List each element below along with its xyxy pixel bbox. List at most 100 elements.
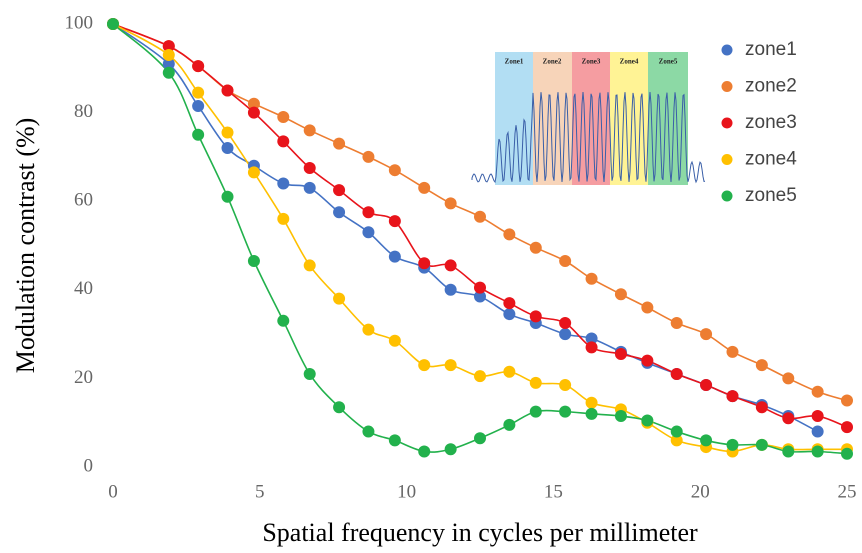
point bbox=[474, 282, 486, 294]
point bbox=[333, 206, 345, 218]
point bbox=[756, 359, 768, 371]
x-tick-label: 5 bbox=[255, 481, 265, 502]
legend-label: zone1 bbox=[745, 39, 797, 60]
point bbox=[530, 310, 542, 322]
point bbox=[333, 401, 345, 413]
inset-label: Zone2 bbox=[543, 58, 562, 66]
point bbox=[841, 395, 853, 407]
point bbox=[559, 406, 571, 418]
point bbox=[304, 162, 316, 174]
point bbox=[163, 67, 175, 79]
point bbox=[700, 328, 712, 340]
point bbox=[333, 293, 345, 305]
point bbox=[615, 348, 627, 360]
point bbox=[304, 259, 316, 271]
point bbox=[530, 377, 542, 389]
point bbox=[389, 434, 401, 446]
zone-band bbox=[610, 52, 648, 185]
point bbox=[163, 49, 175, 61]
point bbox=[304, 182, 316, 194]
point bbox=[277, 315, 289, 327]
point bbox=[812, 445, 824, 457]
point bbox=[192, 100, 204, 112]
point bbox=[389, 164, 401, 176]
y-tick-label: 100 bbox=[65, 12, 94, 33]
point bbox=[445, 359, 457, 371]
point bbox=[812, 386, 824, 398]
point bbox=[389, 335, 401, 347]
x-tick-label: 0 bbox=[108, 481, 118, 502]
x-tick-label: 20 bbox=[691, 481, 710, 502]
x-tick-label: 25 bbox=[838, 481, 857, 502]
point bbox=[726, 346, 738, 358]
point bbox=[277, 213, 289, 225]
point bbox=[107, 18, 119, 30]
legend-label: zone4 bbox=[745, 149, 797, 170]
point bbox=[782, 372, 794, 384]
point bbox=[756, 439, 768, 451]
inset bbox=[472, 52, 705, 185]
point bbox=[503, 297, 515, 309]
point bbox=[445, 197, 457, 209]
point bbox=[277, 111, 289, 123]
point bbox=[192, 60, 204, 72]
legend-marker bbox=[722, 81, 733, 92]
point bbox=[362, 426, 374, 438]
point bbox=[362, 206, 374, 218]
legend-label: zone3 bbox=[745, 112, 797, 133]
point bbox=[726, 390, 738, 402]
point bbox=[812, 410, 824, 422]
y-tick-label: 60 bbox=[74, 190, 93, 211]
point bbox=[559, 379, 571, 391]
point bbox=[333, 184, 345, 196]
point bbox=[782, 445, 794, 457]
legend-marker bbox=[722, 45, 733, 56]
point bbox=[503, 419, 515, 431]
legend-marker bbox=[722, 154, 733, 165]
x-tick-label: 15 bbox=[544, 481, 563, 502]
y-tick-label: 0 bbox=[84, 455, 94, 476]
point bbox=[782, 412, 794, 424]
point bbox=[503, 228, 515, 240]
x-axis-title: Spatial frequency in cycles per millimet… bbox=[262, 518, 698, 547]
inset-label: Zone3 bbox=[582, 58, 601, 66]
point bbox=[641, 414, 653, 426]
point bbox=[641, 355, 653, 367]
point bbox=[445, 284, 457, 296]
point bbox=[503, 366, 515, 378]
point bbox=[248, 255, 260, 267]
point bbox=[248, 166, 260, 178]
point bbox=[841, 448, 853, 460]
y-axis-title: Modulation contrast (%) bbox=[11, 118, 40, 374]
point bbox=[726, 439, 738, 451]
point bbox=[586, 341, 598, 353]
point bbox=[474, 432, 486, 444]
point bbox=[615, 410, 627, 422]
point bbox=[248, 107, 260, 119]
point bbox=[615, 288, 627, 300]
point bbox=[222, 142, 234, 154]
point bbox=[841, 421, 853, 433]
y-tick-label: 40 bbox=[74, 278, 93, 299]
point bbox=[222, 127, 234, 139]
point bbox=[530, 406, 542, 418]
point bbox=[333, 138, 345, 150]
point bbox=[700, 434, 712, 446]
point bbox=[389, 251, 401, 263]
point bbox=[812, 426, 824, 438]
point bbox=[559, 255, 571, 267]
point bbox=[192, 129, 204, 141]
point bbox=[586, 273, 598, 285]
point bbox=[559, 328, 571, 340]
x-tick-label: 10 bbox=[397, 481, 416, 502]
legend-marker bbox=[722, 118, 733, 129]
point bbox=[418, 445, 430, 457]
point bbox=[474, 211, 486, 223]
trend-line bbox=[113, 24, 847, 427]
point bbox=[389, 215, 401, 227]
point bbox=[586, 408, 598, 420]
point bbox=[671, 368, 683, 380]
point bbox=[418, 182, 430, 194]
point bbox=[362, 151, 374, 163]
point bbox=[445, 259, 457, 271]
